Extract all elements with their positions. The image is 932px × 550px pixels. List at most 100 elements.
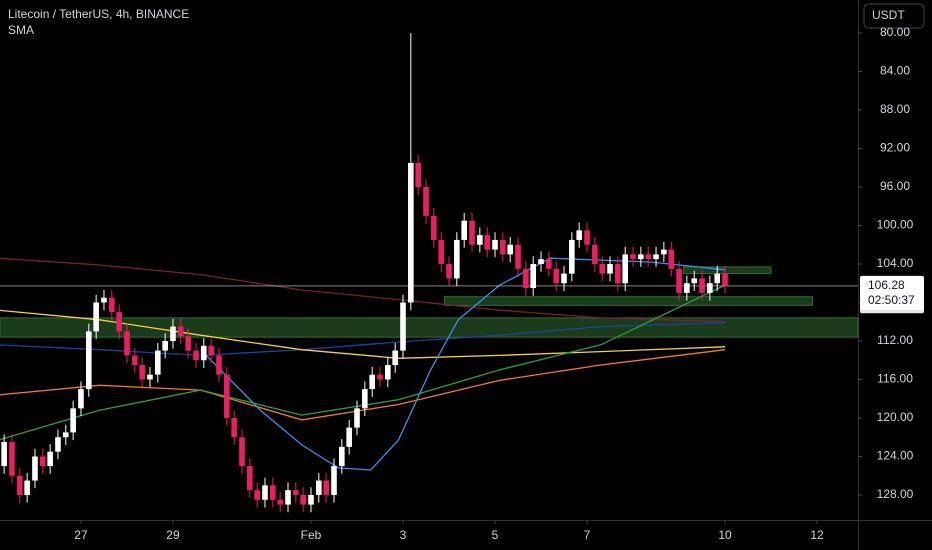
candle-body bbox=[684, 283, 690, 293]
candle-body bbox=[201, 345, 207, 361]
plot bbox=[0, 33, 859, 513]
candle-body bbox=[316, 480, 322, 495]
candle-body bbox=[507, 244, 513, 255]
y-tick-label: 128.00 bbox=[877, 487, 914, 501]
candle-body bbox=[538, 259, 544, 264]
candle-body bbox=[308, 494, 314, 505]
candle-body bbox=[661, 249, 667, 255]
candle-body bbox=[93, 302, 99, 332]
candle-body bbox=[85, 331, 92, 390]
candle-body bbox=[139, 365, 145, 380]
candle-body bbox=[346, 427, 352, 447]
candle-body bbox=[446, 263, 452, 279]
candle-body bbox=[39, 456, 46, 467]
y-tick-label: 88.00 bbox=[880, 102, 910, 116]
candle-body bbox=[438, 239, 444, 264]
candle-body bbox=[331, 466, 337, 495]
candle-body bbox=[231, 417, 237, 438]
candle-body bbox=[546, 259, 552, 269]
chart-title: Litecoin / TetherUS, 4h, BINANCE bbox=[8, 7, 189, 21]
y-tick-label: 84.00 bbox=[880, 64, 910, 78]
candle-body bbox=[131, 355, 138, 366]
y-tick-label: 100.00 bbox=[877, 218, 914, 232]
candle-body bbox=[523, 268, 529, 289]
candle-body bbox=[369, 374, 375, 390]
candle-body bbox=[170, 326, 176, 341]
candle-body bbox=[400, 302, 406, 351]
candle-body bbox=[101, 297, 107, 303]
candle-body bbox=[262, 485, 268, 500]
candle-body bbox=[385, 365, 391, 380]
candle-body bbox=[208, 345, 214, 356]
candle-body bbox=[691, 278, 698, 284]
y-tick-label: 112.00 bbox=[877, 333, 913, 347]
countdown: 02:50:37 bbox=[868, 293, 915, 307]
candle-body bbox=[154, 350, 161, 375]
candle-body bbox=[668, 249, 675, 269]
candle-body bbox=[47, 451, 53, 467]
candle-body bbox=[415, 162, 421, 187]
candle-body bbox=[500, 239, 506, 255]
zone bbox=[443, 296, 813, 306]
candle-body bbox=[622, 254, 629, 284]
candle-body bbox=[423, 186, 429, 216]
sma-line bbox=[200, 257, 726, 471]
candle-body bbox=[216, 355, 222, 375]
sma-line bbox=[0, 309, 726, 359]
candle-body bbox=[124, 331, 130, 356]
sma-line bbox=[0, 322, 726, 357]
candle-body bbox=[247, 466, 253, 491]
candle-body bbox=[561, 273, 567, 284]
candle-body bbox=[224, 374, 230, 418]
candle-body bbox=[16, 475, 23, 495]
candle-body bbox=[285, 490, 291, 505]
candle-body bbox=[392, 350, 398, 366]
candle-body bbox=[484, 235, 490, 250]
candle-body bbox=[162, 340, 168, 351]
currency-button[interactable] bbox=[863, 3, 925, 29]
sma-line bbox=[0, 257, 726, 323]
x-tick-label: 3 bbox=[400, 528, 407, 542]
candle-body bbox=[70, 408, 76, 433]
candle-body bbox=[431, 215, 437, 240]
y-tick-label: 120.00 bbox=[877, 410, 914, 424]
candle-body bbox=[592, 244, 598, 264]
candle-body bbox=[116, 312, 122, 332]
y-tick-label: 104.00 bbox=[877, 256, 914, 270]
currency[interactable]: USDT bbox=[872, 8, 905, 22]
candle-body bbox=[676, 268, 682, 293]
candle-body bbox=[239, 437, 245, 467]
candle-body bbox=[492, 239, 498, 250]
y-tick-label: 96.00 bbox=[880, 179, 910, 193]
candle-body bbox=[553, 268, 560, 284]
candle-body bbox=[78, 389, 84, 409]
candle-body bbox=[362, 389, 368, 409]
candle-body bbox=[461, 220, 467, 240]
y-tick-label: 116.00 bbox=[877, 372, 913, 386]
candle-body bbox=[477, 235, 483, 245]
candle-body bbox=[408, 162, 414, 303]
candle-body bbox=[469, 220, 475, 245]
candle-body bbox=[24, 480, 30, 495]
candle-body bbox=[714, 273, 721, 284]
candle-body bbox=[607, 263, 613, 274]
x-tick-label: 27 bbox=[74, 528, 88, 542]
candle-body bbox=[638, 254, 644, 260]
candle-body bbox=[1, 442, 7, 467]
candle-body bbox=[584, 230, 590, 245]
candle-body bbox=[530, 263, 537, 289]
candle-body bbox=[707, 283, 713, 293]
price-label: 106.28 bbox=[868, 278, 905, 292]
candle-body bbox=[339, 446, 345, 467]
candle-body bbox=[178, 326, 184, 337]
y-tick-label: 92.00 bbox=[880, 141, 910, 155]
candle-body bbox=[576, 230, 583, 240]
y-tick-label: 80.00 bbox=[880, 25, 910, 39]
candle-body bbox=[193, 350, 199, 361]
candle-body bbox=[9, 442, 15, 476]
candle-body bbox=[454, 239, 460, 279]
candle-body bbox=[108, 297, 115, 313]
candle-body bbox=[645, 254, 652, 260]
